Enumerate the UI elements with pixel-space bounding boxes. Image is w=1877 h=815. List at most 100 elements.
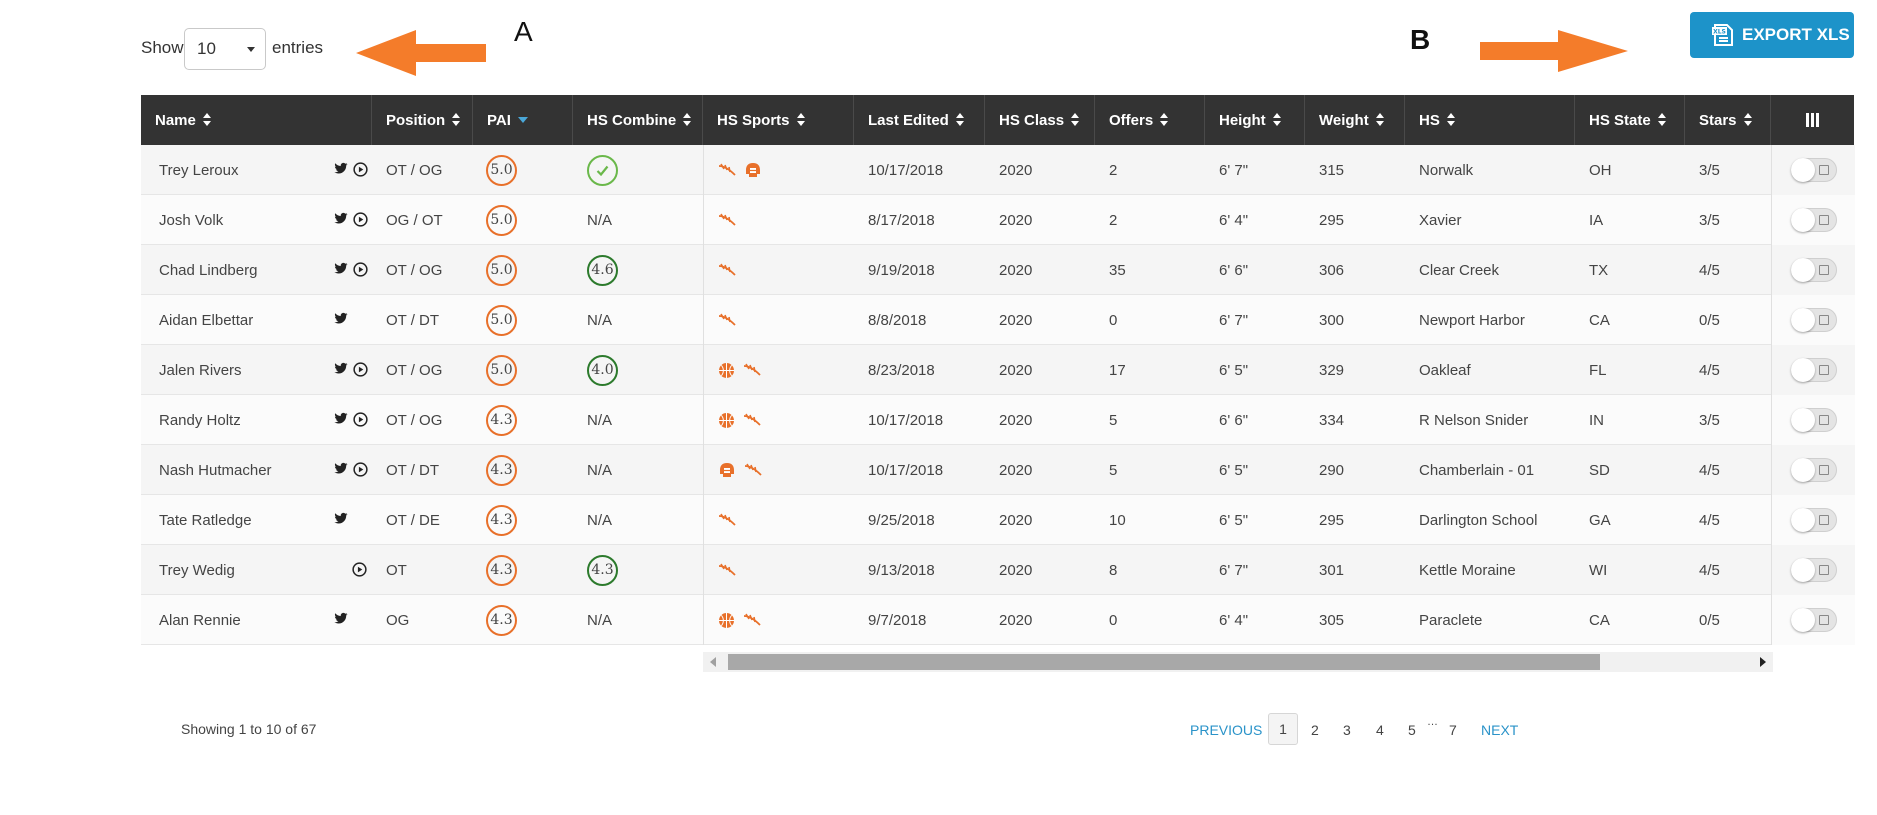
save-toggle[interactable]	[1790, 208, 1837, 232]
pai-score: 4.3	[486, 604, 517, 636]
page-3-link[interactable]: 3	[1343, 722, 1351, 738]
table-row[interactable]: Jalen Rivers OT / OG 5.0 4.0 8/23/2018 2020 17…	[141, 345, 1855, 395]
page-1-link[interactable]: 1	[1268, 713, 1298, 745]
track-icon	[718, 513, 736, 527]
table-row[interactable]: Alan Rennie OG 4.3 N/A 9/7/2018 2020 0 6' 4" 305…	[141, 595, 1855, 645]
twitter-icon[interactable]	[334, 312, 348, 328]
player-name[interactable]: Jalen Rivers	[159, 361, 242, 379]
save-toggle[interactable]	[1790, 408, 1837, 432]
pai-cell: 5.0	[486, 195, 546, 245]
export-xls-label: EXPORT XLS	[1742, 25, 1850, 44]
social-links	[334, 612, 348, 628]
twitter-icon[interactable]	[334, 212, 348, 228]
player-name[interactable]: Josh Volk	[159, 211, 224, 229]
video-play-icon[interactable]	[353, 412, 368, 428]
last-edited: 10/17/2018	[868, 161, 944, 179]
twitter-icon[interactable]	[334, 462, 348, 478]
social-links	[334, 162, 368, 178]
twitter-icon[interactable]	[334, 162, 348, 178]
page-2-link[interactable]: 2	[1311, 722, 1319, 738]
table-row[interactable]: Josh Volk OG / OT 5.0 N/A 8/17/2018 2020 2 6' 4…	[141, 195, 1855, 245]
video-play-icon[interactable]	[353, 262, 368, 278]
twitter-icon[interactable]	[334, 262, 348, 278]
save-toggle[interactable]	[1790, 308, 1837, 332]
video-play-icon[interactable]	[353, 362, 368, 378]
toggle-knob	[1790, 358, 1815, 382]
twitter-icon[interactable]	[334, 412, 348, 428]
pai-score: 4.3	[486, 454, 517, 486]
player-name[interactable]: Aidan Elbettar	[159, 311, 254, 329]
table-row[interactable]: Nash Hutmacher OT / DT 4.3 N/A 10/17/2018 202…	[141, 445, 1855, 495]
hs-combine-cell: N/A	[587, 445, 687, 495]
column-header-last-edited[interactable]: Last Edited	[854, 95, 985, 145]
save-toggle[interactable]	[1790, 608, 1837, 632]
last-edited: 9/7/2018	[868, 611, 927, 629]
track-icon	[718, 213, 736, 227]
twitter-icon[interactable]	[334, 612, 348, 628]
save-toggle[interactable]	[1790, 258, 1837, 282]
video-play-icon[interactable]	[353, 162, 368, 178]
column-header-height[interactable]: Height	[1205, 95, 1305, 145]
hs-class: 2020	[999, 161, 1033, 179]
column-header-name[interactable]: Name	[141, 95, 372, 145]
save-toggle[interactable]	[1790, 358, 1837, 382]
toggle-knob	[1790, 408, 1815, 432]
hs-class: 2020	[999, 561, 1033, 579]
table-row[interactable]: Randy Holtz OT / OG 4.3 N/A 10/17/2018 2020 5 6…	[141, 395, 1855, 445]
entries-per-page-select[interactable]: 10	[184, 28, 266, 70]
player-name[interactable]: Trey Leroux	[159, 161, 239, 179]
video-play-icon[interactable]	[353, 212, 368, 228]
save-toggle[interactable]	[1790, 158, 1837, 182]
table-row[interactable]: Trey Leroux OT / OG 5.0 10/17/2018 2020 2 6' 7…	[141, 145, 1855, 195]
pai-cell: 4.3	[486, 545, 546, 595]
horizontal-scrollbar[interactable]	[703, 652, 1773, 672]
page-4-link[interactable]: 4	[1376, 722, 1384, 738]
column-header-hs-state[interactable]: HS State	[1575, 95, 1685, 145]
page-7-link[interactable]: 7	[1449, 722, 1457, 738]
column-header-hs[interactable]: HS	[1405, 95, 1575, 145]
table-row[interactable]: Trey Wedig OT 4.3 4.3 9/13/2018 2020 8 6' 7" 301…	[141, 545, 1855, 595]
hs-combine-value: N/A	[587, 511, 613, 529]
twitter-icon[interactable]	[334, 512, 348, 528]
pai-score: 5.0	[486, 254, 517, 286]
export-xls-button[interactable]: XLS EXPORT XLS	[1690, 12, 1854, 58]
offers: 0	[1109, 311, 1118, 329]
table-row[interactable]: Tate Ratledge OT / DE 4.3 N/A 9/25/2018 2020 1…	[141, 495, 1855, 545]
video-play-icon[interactable]	[353, 462, 368, 478]
column-header-hs-sports[interactable]: HS Sports	[703, 95, 854, 145]
hs-combine-cell: N/A	[587, 195, 687, 245]
save-icon	[1818, 465, 1829, 475]
column-header-stars[interactable]: Stars	[1685, 95, 1771, 145]
column-header-hs-combine[interactable]: HS Combine	[573, 95, 703, 145]
scrollbar-thumb[interactable]	[728, 654, 1600, 670]
column-header-weight[interactable]: Weight	[1305, 95, 1405, 145]
player-name[interactable]: Randy Holtz	[159, 411, 241, 429]
scroll-left-arrow-icon[interactable]	[710, 657, 716, 667]
player-name[interactable]: Chad Lindberg	[159, 261, 258, 279]
hs-sports-cell	[703, 545, 854, 595]
weight: 334	[1319, 411, 1345, 429]
save-toggle[interactable]	[1790, 508, 1837, 532]
video-play-icon[interactable]	[352, 562, 367, 578]
player-name[interactable]: Trey Wedig	[159, 561, 235, 579]
twitter-icon[interactable]	[334, 362, 348, 378]
height: 6' 4"	[1219, 211, 1249, 229]
save-toggle[interactable]	[1790, 458, 1837, 482]
column-header-pai[interactable]: PAI	[473, 95, 573, 145]
save-toggle[interactable]	[1790, 558, 1837, 582]
hs-state: WI	[1589, 561, 1608, 579]
column-visibility-button[interactable]	[1771, 95, 1854, 145]
column-header-hs-class[interactable]: HS Class	[985, 95, 1095, 145]
hs-class: 2020	[999, 361, 1033, 379]
player-name[interactable]: Nash Hutmacher	[159, 461, 272, 479]
table-row[interactable]: Chad Lindberg OT / OG 5.0 4.6 9/19/2018 2020 3…	[141, 245, 1855, 295]
player-name[interactable]: Tate Ratledge	[159, 511, 252, 529]
previous-page-link[interactable]: PREVIOUS	[1190, 722, 1263, 738]
column-header-offers[interactable]: Offers	[1095, 95, 1205, 145]
next-page-link[interactable]: NEXT	[1481, 722, 1519, 738]
column-header-position[interactable]: Position	[372, 95, 473, 145]
scroll-right-arrow-icon[interactable]	[1760, 657, 1766, 667]
table-row[interactable]: Aidan Elbettar OT / DT 5.0 N/A 8/8/2018 2020 0…	[141, 295, 1855, 345]
player-name[interactable]: Alan Rennie	[159, 611, 241, 629]
page-5-link[interactable]: 5	[1408, 722, 1416, 738]
